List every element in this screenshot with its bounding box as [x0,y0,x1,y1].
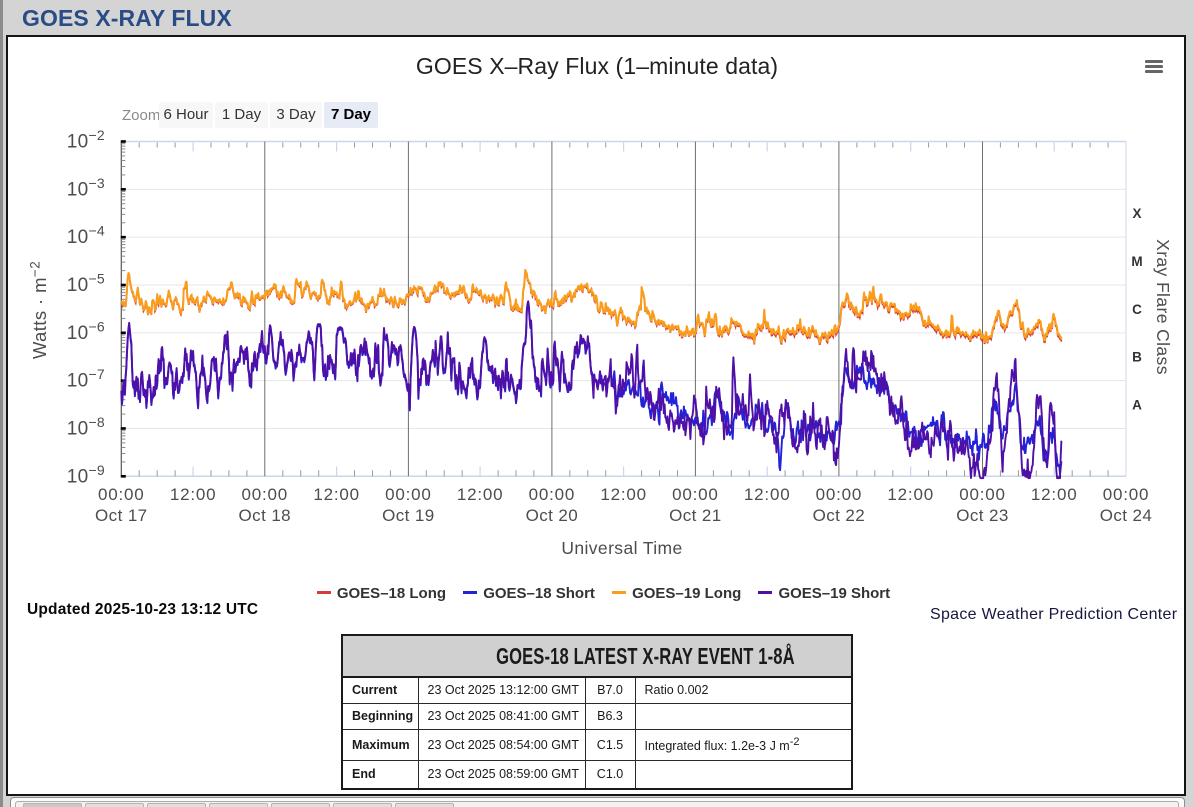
svg-text:C: C [1132,302,1142,317]
svg-text:12:00: 12:00 [313,485,360,504]
svg-text:10−8: 10−8 [67,414,105,440]
svg-text:00:00: 00:00 [816,485,863,504]
svg-text:M: M [1131,254,1142,269]
svg-text:Watts · m−2: Watts · m−2 [28,261,51,359]
svg-text:12:00: 12:00 [457,485,504,504]
svg-text:00:00: 00:00 [959,485,1006,504]
svg-text:Oct 20: Oct 20 [526,506,578,525]
svg-text:12:00: 12:00 [744,485,791,504]
svg-text:B: B [1132,350,1142,365]
svg-text:Oct 21: Oct 21 [669,506,721,525]
svg-text:X: X [1132,206,1141,221]
svg-text:Oct 22: Oct 22 [813,506,865,525]
svg-text:00:00: 00:00 [672,485,719,504]
svg-text:Oct 18: Oct 18 [239,506,291,525]
svg-text:00:00: 00:00 [242,485,289,504]
svg-text:Oct 19: Oct 19 [382,506,434,525]
svg-text:Universal Time: Universal Time [561,538,682,558]
svg-text:00:00: 00:00 [529,485,576,504]
svg-text:10−4: 10−4 [67,223,105,249]
svg-text:Xray Flare Class: Xray Flare Class [1153,239,1173,375]
svg-text:12:00: 12:00 [1031,485,1078,504]
svg-text:10−3: 10−3 [67,175,105,201]
svg-text:A: A [1132,398,1142,413]
svg-text:Oct 24: Oct 24 [1100,506,1152,525]
svg-text:Oct 23: Oct 23 [956,506,1008,525]
svg-text:10−9: 10−9 [67,462,105,488]
svg-text:10−6: 10−6 [67,318,105,344]
svg-text:00:00: 00:00 [1103,485,1150,504]
svg-text:12:00: 12:00 [170,485,217,504]
svg-text:12:00: 12:00 [600,485,647,504]
svg-text:00:00: 00:00 [98,485,145,504]
svg-text:10−7: 10−7 [67,366,105,392]
svg-text:10−5: 10−5 [67,271,105,297]
svg-text:10−2: 10−2 [67,127,105,153]
svg-text:00:00: 00:00 [385,485,432,504]
svg-text:Oct 17: Oct 17 [95,506,147,525]
svg-text:12:00: 12:00 [887,485,934,504]
